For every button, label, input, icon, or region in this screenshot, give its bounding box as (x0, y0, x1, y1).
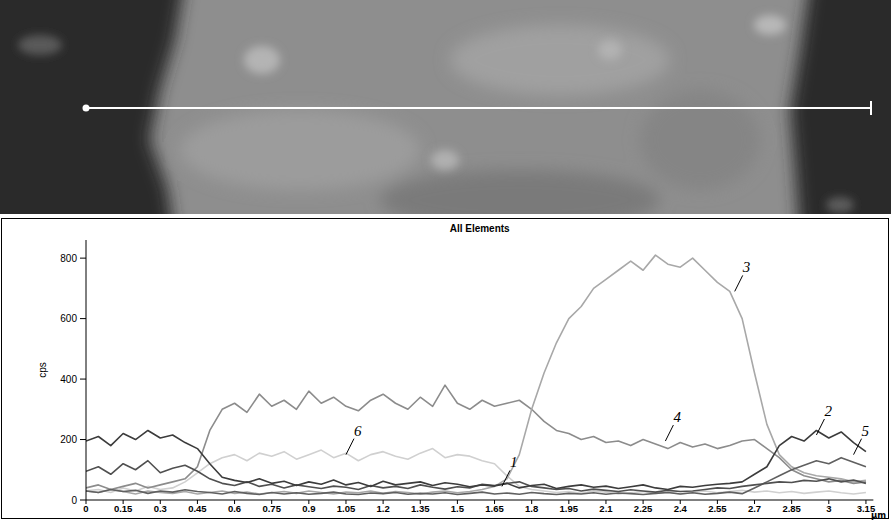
chart-frame (2, 219, 889, 519)
x-tick-label: 2.55 (708, 503, 727, 514)
y-tick-label: 600 (60, 313, 77, 324)
curve-label: 6 (354, 423, 362, 439)
x-axis-title: µm (871, 510, 886, 520)
scan-start (83, 105, 90, 112)
curve-label: 3 (742, 259, 751, 275)
grain (450, 25, 670, 95)
leader-line (346, 439, 354, 455)
x-tick-label: 0.3 (154, 503, 167, 514)
curve-label: 2 (824, 403, 832, 419)
x-tick-label: 2.4 (674, 503, 688, 514)
spot (598, 40, 622, 60)
x-tick-label: 1.65 (485, 503, 504, 514)
x-tick-label: 0.15 (114, 503, 133, 514)
curve-label: 5 (862, 423, 870, 439)
spot (244, 46, 280, 74)
scan-line (86, 107, 871, 109)
y-tick-label: 800 (60, 253, 77, 264)
leader-line (502, 470, 510, 486)
figure: All Elements 0 200 400 600 800 0 0.15 0.3 0.45 0.6… (0, 0, 891, 520)
x-tick-label: 1.2 (377, 503, 390, 514)
x-tick-label: 1.5 (451, 503, 465, 514)
y-axis (86, 240, 87, 500)
y-tick-label: 400 (60, 374, 77, 385)
spot (431, 150, 459, 170)
grain (380, 170, 660, 214)
leader-line (816, 419, 824, 435)
x-tick-label: 0 (83, 503, 88, 514)
x-tick-label: 1.35 (411, 503, 430, 514)
y-tick (80, 439, 86, 440)
y-tick (80, 258, 86, 259)
leader-line (735, 275, 743, 291)
spot (18, 35, 62, 55)
x-tick-label: 2.25 (634, 503, 653, 514)
x-tick-label: 0.75 (262, 503, 281, 514)
x-tick-label: 2.85 (782, 503, 801, 514)
series-line (86, 458, 866, 495)
series-line (86, 461, 866, 492)
chart-title: All Elements (450, 223, 510, 234)
series-group (86, 255, 866, 494)
scan-end (870, 101, 872, 115)
image-spots (18, 15, 854, 213)
y-tick (80, 500, 86, 501)
y-axis-title: cps (37, 362, 48, 378)
series-line (86, 430, 866, 489)
grain (180, 110, 420, 190)
y-tick-label: 200 (60, 434, 77, 445)
curve-label: 1 (510, 454, 518, 470)
grain (640, 90, 760, 190)
x-axis (86, 500, 873, 501)
x-tick-label: 0.9 (302, 503, 315, 514)
series-line (86, 255, 866, 494)
spot (754, 15, 786, 35)
spot (826, 197, 854, 213)
x-tick-label: 1.95 (560, 503, 579, 514)
curve-label: 4 (673, 409, 681, 425)
y-tick (80, 379, 86, 380)
x-tick-label: 1.05 (337, 503, 356, 514)
x-tick-label: 0.45 (188, 503, 207, 514)
image-shading (0, 0, 891, 214)
micrograph (0, 0, 891, 214)
leader-line (854, 439, 862, 455)
x-tick-label: 1.8 (525, 503, 538, 514)
x-tick-label: 3 (826, 503, 831, 514)
x-tick-label: 0.6 (228, 503, 241, 514)
x-tick-label: 2.1 (599, 503, 613, 514)
leader-line (665, 425, 673, 441)
y-tick (80, 318, 86, 319)
x-tick-label: 2.7 (748, 503, 761, 514)
y-tick-label: 0 (71, 495, 77, 506)
